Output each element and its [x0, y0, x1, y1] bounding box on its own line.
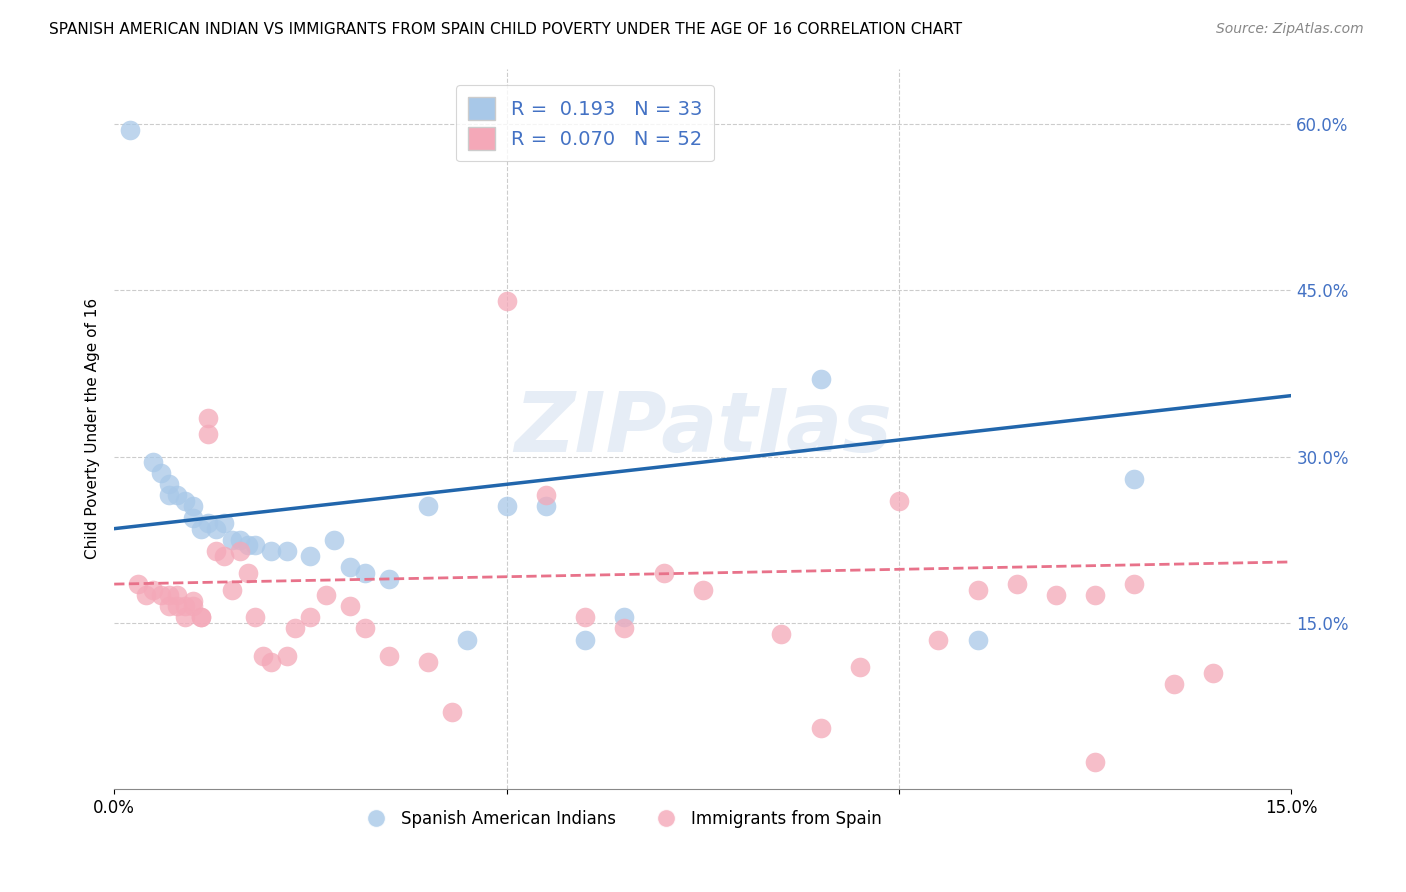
Point	[284, 622, 307, 636]
Point	[339, 599, 361, 614]
Point	[236, 566, 259, 580]
Point	[418, 500, 440, 514]
Text: ZIPatlas: ZIPatlas	[513, 388, 891, 469]
Point	[299, 549, 322, 564]
Point	[252, 649, 274, 664]
Point	[354, 566, 377, 580]
Point	[260, 544, 283, 558]
Point	[810, 372, 832, 386]
Point	[166, 588, 188, 602]
Point	[245, 538, 267, 552]
Point	[276, 544, 298, 558]
Point	[323, 533, 346, 547]
Legend: Spanish American Indians, Immigrants from Spain: Spanish American Indians, Immigrants fro…	[353, 804, 889, 835]
Point	[418, 655, 440, 669]
Y-axis label: Child Poverty Under the Age of 16: Child Poverty Under the Age of 16	[86, 298, 100, 559]
Point	[574, 610, 596, 624]
Point	[142, 455, 165, 469]
Point	[197, 410, 219, 425]
Point	[378, 649, 401, 664]
Point	[849, 660, 872, 674]
Point	[1005, 577, 1028, 591]
Point	[142, 582, 165, 597]
Point	[613, 610, 636, 624]
Point	[190, 610, 212, 624]
Point	[495, 500, 517, 514]
Text: SPANISH AMERICAN INDIAN VS IMMIGRANTS FROM SPAIN CHILD POVERTY UNDER THE AGE OF : SPANISH AMERICAN INDIAN VS IMMIGRANTS FR…	[49, 22, 962, 37]
Point	[190, 610, 212, 624]
Point	[236, 538, 259, 552]
Point	[456, 632, 478, 647]
Point	[197, 427, 219, 442]
Point	[212, 549, 235, 564]
Point	[173, 494, 195, 508]
Point	[692, 582, 714, 597]
Point	[770, 627, 793, 641]
Point	[378, 572, 401, 586]
Point	[276, 649, 298, 664]
Point	[157, 477, 180, 491]
Point	[966, 582, 988, 597]
Point	[181, 510, 204, 524]
Point	[212, 516, 235, 530]
Point	[613, 622, 636, 636]
Point	[1123, 472, 1146, 486]
Point	[652, 566, 675, 580]
Point	[157, 588, 180, 602]
Point	[1123, 577, 1146, 591]
Point	[1163, 677, 1185, 691]
Point	[190, 522, 212, 536]
Point	[354, 622, 377, 636]
Point	[229, 544, 252, 558]
Point	[173, 610, 195, 624]
Point	[260, 655, 283, 669]
Point	[150, 467, 173, 481]
Point	[181, 500, 204, 514]
Point	[534, 488, 557, 502]
Point	[927, 632, 949, 647]
Point	[966, 632, 988, 647]
Point	[229, 533, 252, 547]
Point	[221, 582, 243, 597]
Point	[221, 533, 243, 547]
Point	[245, 610, 267, 624]
Point	[127, 577, 149, 591]
Point	[197, 516, 219, 530]
Point	[1084, 755, 1107, 769]
Point	[339, 560, 361, 574]
Point	[157, 599, 180, 614]
Point	[440, 705, 463, 719]
Point	[574, 632, 596, 647]
Point	[118, 122, 141, 136]
Point	[205, 544, 228, 558]
Point	[495, 294, 517, 309]
Text: Source: ZipAtlas.com: Source: ZipAtlas.com	[1216, 22, 1364, 37]
Point	[181, 593, 204, 607]
Point	[150, 588, 173, 602]
Point	[173, 599, 195, 614]
Point	[299, 610, 322, 624]
Point	[205, 522, 228, 536]
Point	[157, 488, 180, 502]
Point	[135, 588, 157, 602]
Point	[315, 588, 337, 602]
Point	[181, 599, 204, 614]
Point	[166, 488, 188, 502]
Point	[887, 494, 910, 508]
Point	[1084, 588, 1107, 602]
Point	[810, 721, 832, 735]
Point	[534, 500, 557, 514]
Point	[166, 599, 188, 614]
Point	[1045, 588, 1067, 602]
Point	[1202, 665, 1225, 680]
